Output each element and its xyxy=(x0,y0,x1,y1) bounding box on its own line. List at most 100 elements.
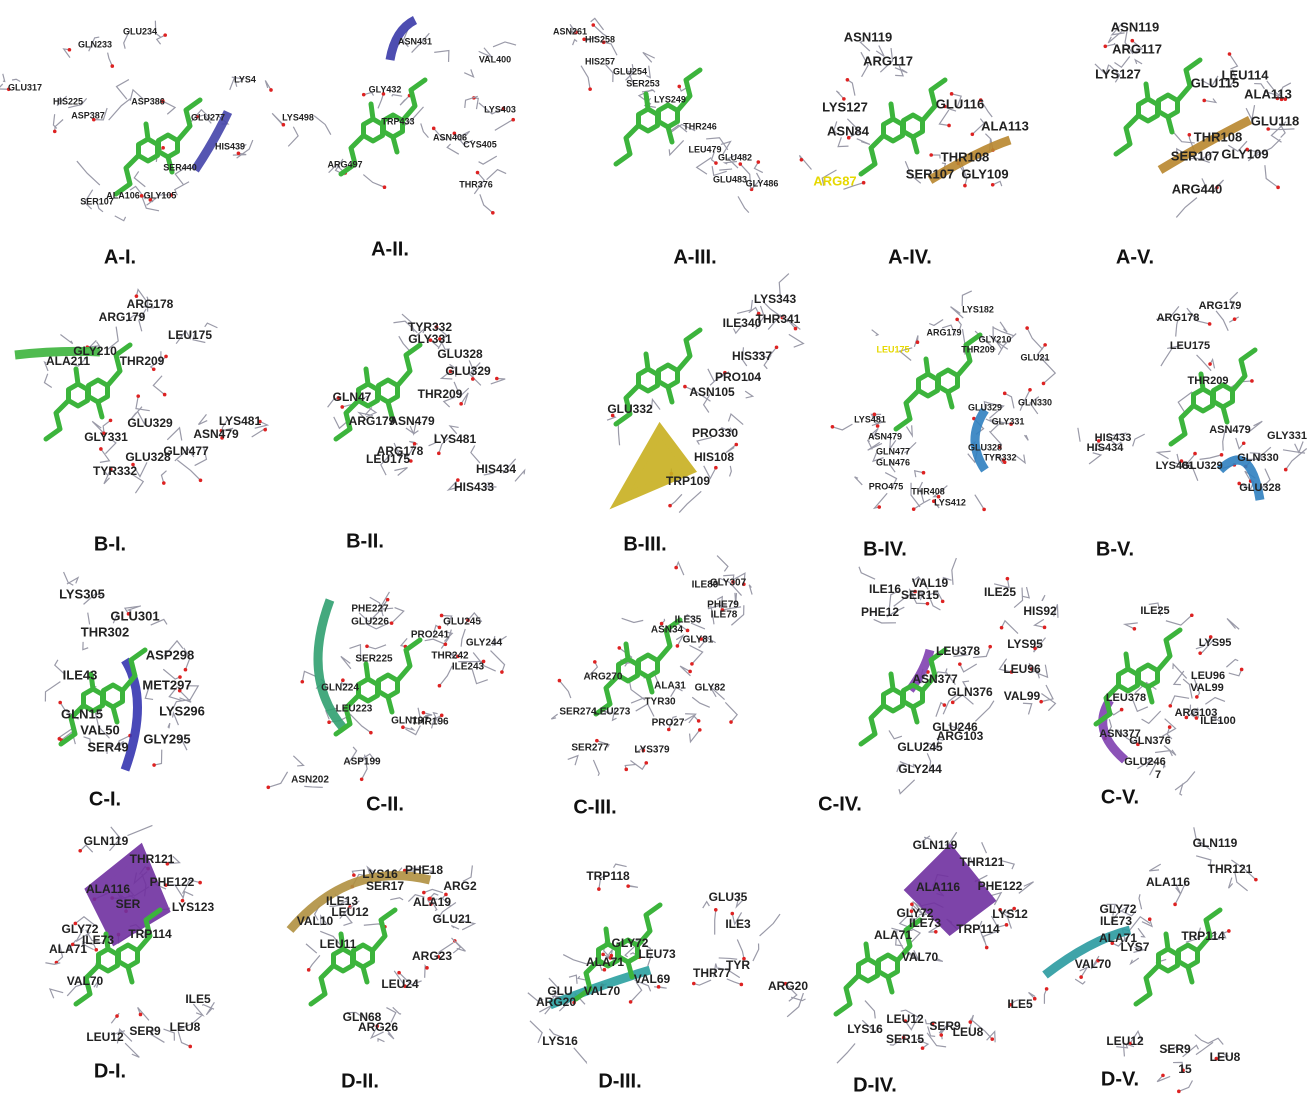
side-chain xyxy=(721,427,735,434)
side-chain xyxy=(951,93,962,108)
residue-label: LYS481 xyxy=(854,414,886,424)
side-chain xyxy=(468,362,482,386)
residue-label: LEU175 xyxy=(366,452,410,466)
side-chain xyxy=(860,51,869,78)
side-chain xyxy=(886,606,905,618)
side-chain xyxy=(720,140,732,157)
residue-label: THR408 xyxy=(911,486,945,496)
oxygen-atom xyxy=(947,123,951,128)
side-chain xyxy=(168,686,182,701)
oxygen-atom xyxy=(108,418,113,423)
oxygen-atom xyxy=(1193,451,1197,456)
oxygen-atom xyxy=(198,880,202,885)
residue-label: SER440 xyxy=(163,162,197,172)
side-chain xyxy=(904,441,917,454)
oxygen-atom xyxy=(774,345,779,350)
oxygen-atom xyxy=(742,582,746,587)
oxygen-atom xyxy=(511,117,516,122)
side-chain xyxy=(478,155,498,165)
residue-label: LEU8 xyxy=(953,1025,984,1039)
side-chain xyxy=(1229,291,1239,310)
side-chain xyxy=(598,874,607,890)
side-chain xyxy=(205,1001,215,1016)
side-chain xyxy=(702,394,711,413)
side-chain xyxy=(971,118,985,135)
oxygen-atom xyxy=(934,929,938,934)
residue-label: GLY210 xyxy=(979,334,1012,344)
side-chain xyxy=(641,89,656,93)
residue-label: ARG179 xyxy=(1199,300,1242,312)
ligand-ring xyxy=(856,956,880,984)
side-chain xyxy=(702,900,710,909)
oxygen-atom xyxy=(939,1033,944,1037)
residue-label: LEU175 xyxy=(876,344,909,354)
residue-label: THR209 xyxy=(418,387,463,401)
side-chain xyxy=(398,972,422,986)
oxygen-atom xyxy=(164,354,168,359)
panel-label: B-IV. xyxy=(863,538,907,560)
side-chain xyxy=(861,1019,880,1034)
side-chain xyxy=(1106,436,1122,446)
oxygen-atom xyxy=(1219,453,1224,457)
ligand-ring xyxy=(636,106,660,134)
side-chain xyxy=(146,296,149,312)
oxygen-atom xyxy=(281,122,286,127)
side-chain xyxy=(127,824,153,837)
side-chain xyxy=(944,105,957,112)
residue-label: ALA31 xyxy=(654,681,686,692)
ribbons xyxy=(14,15,1265,1010)
ligand-branch xyxy=(125,964,135,985)
side-chain xyxy=(1166,726,1173,740)
side-chain xyxy=(735,892,744,909)
side-chain xyxy=(989,403,1005,419)
ligand-ring xyxy=(1211,382,1235,410)
side-chain xyxy=(911,900,926,912)
side-chain xyxy=(0,83,9,90)
oxygen-atom xyxy=(475,170,480,175)
oxygen-atom xyxy=(756,311,761,316)
side-chain xyxy=(1185,707,1199,718)
side-chain xyxy=(1226,618,1240,630)
side-chain xyxy=(1233,870,1248,892)
oxygen-atom xyxy=(1009,670,1014,674)
oxygen-atom xyxy=(258,419,262,424)
oxygen-atom xyxy=(1004,923,1009,927)
oxygen-atom xyxy=(730,911,735,916)
side-chain xyxy=(150,618,168,626)
side-chain xyxy=(716,595,724,611)
side-chain xyxy=(612,863,627,869)
side-chain xyxy=(1245,104,1256,122)
oxygen-atom xyxy=(300,679,305,684)
oxygen-atom xyxy=(963,183,967,188)
oxygen-atom xyxy=(713,907,718,912)
oxygen-atom xyxy=(920,1046,925,1050)
residue-label: ARG2 xyxy=(443,879,477,893)
residue-label: THR341 xyxy=(756,312,801,326)
side-chain xyxy=(1175,319,1179,337)
residue-label: ARG103 xyxy=(937,729,984,743)
ligand-chain xyxy=(858,703,886,747)
side-chain xyxy=(1222,930,1230,939)
residue-label: SER107 xyxy=(80,196,114,206)
residue-label: THR121 xyxy=(960,855,1005,869)
ligand-ring xyxy=(86,377,110,405)
side-chain xyxy=(1156,306,1180,322)
oxygen-atom xyxy=(425,966,429,970)
side-chain xyxy=(1009,999,1019,1006)
side-chain xyxy=(114,215,127,222)
side-chain xyxy=(836,1043,856,1064)
side-chain xyxy=(116,741,125,747)
ribbon xyxy=(1157,115,1253,174)
oxygen-atom xyxy=(572,1000,576,1005)
side-chain xyxy=(650,397,661,410)
side-chain xyxy=(974,700,995,722)
side-chain xyxy=(837,137,849,148)
oxygen-atom xyxy=(397,970,401,975)
side-chain xyxy=(107,326,119,351)
oxygen-atom xyxy=(1177,1089,1181,1094)
residue-label: ASN202 xyxy=(291,775,329,786)
side-chain xyxy=(913,498,931,510)
ligand-chain xyxy=(1113,113,1141,157)
side-chain xyxy=(192,1003,205,1017)
side-chain xyxy=(980,99,993,118)
